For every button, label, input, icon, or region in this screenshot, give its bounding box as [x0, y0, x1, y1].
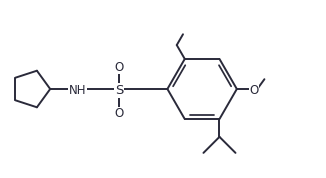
Text: NH: NH: [68, 84, 86, 97]
Text: O: O: [114, 61, 124, 74]
Text: O: O: [114, 107, 124, 120]
Text: O: O: [250, 84, 259, 97]
Text: S: S: [115, 84, 123, 97]
